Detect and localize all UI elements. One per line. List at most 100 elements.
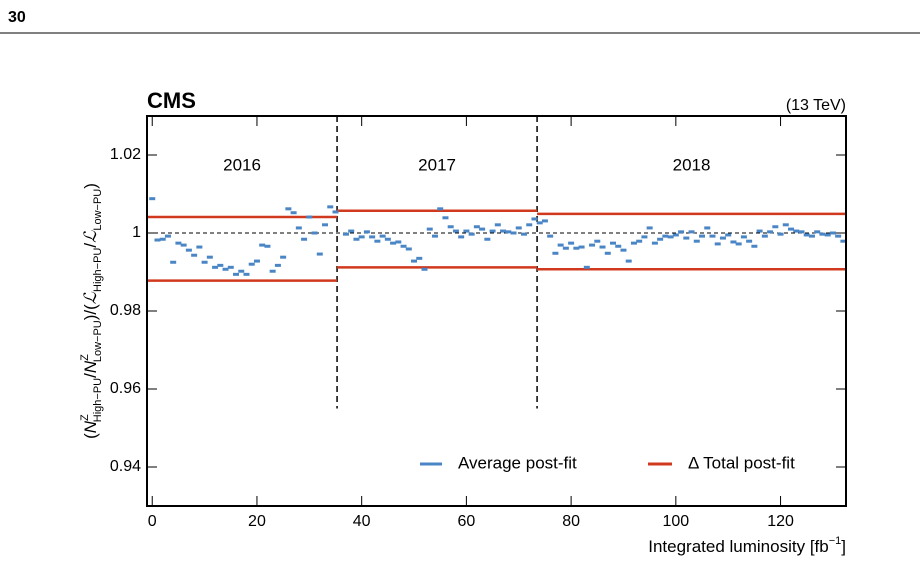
y-axis-label-part: ℒ	[81, 230, 100, 243]
data-point	[222, 267, 229, 271]
data-point	[683, 236, 690, 240]
data-point	[552, 251, 559, 255]
data-point	[557, 243, 564, 247]
data-point	[468, 232, 475, 236]
data-point	[788, 227, 795, 231]
data-point	[500, 229, 507, 233]
data-point	[416, 256, 423, 260]
year-label: 2016	[223, 155, 261, 174]
data-point	[369, 235, 376, 239]
data-point	[264, 244, 271, 248]
data-point	[599, 245, 606, 249]
x-tick-label: 60	[457, 513, 475, 530]
data-point	[604, 251, 611, 255]
data-point	[301, 237, 308, 241]
x-tick-label: 100	[662, 513, 689, 530]
y-axis-label-part: (	[81, 433, 100, 439]
data-point	[678, 230, 685, 234]
y-axis-label-part: /	[81, 243, 100, 248]
data-point	[646, 226, 653, 230]
y-axis-label-part: )/(	[81, 304, 100, 320]
data-point	[693, 239, 700, 243]
x-tick-label: 20	[248, 513, 266, 530]
data-point	[630, 241, 637, 245]
data-point	[515, 226, 522, 230]
data-point	[363, 230, 370, 234]
data-point	[395, 240, 402, 244]
y-axis-label: (NZHigh−PU/NZLow−PU)/(ℒHigh−PU/ℒLow−PU)	[79, 183, 104, 439]
data-point	[295, 226, 302, 230]
data-point	[829, 231, 836, 235]
y-axis-label-part: ℒ	[81, 291, 100, 304]
data-point	[562, 246, 569, 250]
data-point	[206, 255, 213, 259]
data-point	[583, 265, 590, 269]
data-point	[610, 241, 616, 245]
data-point	[154, 238, 161, 242]
y-axis-label-part: )	[81, 183, 100, 189]
data-point	[620, 248, 627, 252]
energy-label: (13 TeV)	[786, 97, 846, 114]
data-point	[520, 232, 527, 236]
data-point	[494, 223, 501, 227]
data-point	[657, 237, 664, 241]
x-tick-label: 0	[148, 513, 157, 530]
data-point	[306, 215, 313, 219]
data-point	[484, 237, 491, 241]
data-point	[547, 234, 554, 238]
data-point	[384, 237, 391, 241]
data-point	[311, 231, 318, 235]
x-tick-label: 120	[767, 513, 794, 530]
data-point	[473, 225, 480, 229]
data-point	[782, 223, 789, 227]
data-point	[735, 242, 742, 246]
data-point	[227, 265, 234, 269]
data-point	[201, 260, 208, 264]
data-point	[672, 233, 679, 237]
data-point	[463, 229, 470, 233]
data-point	[777, 232, 784, 236]
data-point	[437, 207, 444, 211]
data-point	[479, 227, 486, 231]
data-point	[212, 265, 219, 269]
data-point	[191, 253, 198, 257]
data-point	[431, 234, 438, 238]
y-axis-label-part: Z	[79, 414, 91, 421]
data-point	[458, 235, 465, 239]
data-point	[426, 227, 433, 231]
year-label: 2018	[673, 155, 711, 174]
page-number: 30	[8, 9, 26, 26]
data-point	[233, 272, 240, 276]
data-point	[767, 230, 774, 234]
data-point	[746, 239, 753, 243]
data-point	[358, 235, 365, 239]
data-point	[489, 229, 496, 233]
data-point	[819, 232, 826, 236]
y-axis-label-part: Low−PU	[92, 320, 104, 362]
data-point	[798, 230, 805, 234]
data-point	[625, 259, 632, 263]
data-point	[641, 235, 648, 239]
data-point	[751, 244, 758, 248]
data-point	[374, 239, 381, 243]
y-tick-label: 1.02	[110, 146, 141, 163]
data-point	[568, 241, 575, 245]
data-point	[541, 219, 548, 223]
data-point	[772, 225, 779, 229]
data-point	[793, 229, 800, 233]
data-point	[342, 232, 349, 236]
data-point	[243, 272, 250, 276]
year-label: 2017	[418, 155, 456, 174]
data-point	[348, 229, 355, 233]
y-tick-label: 1	[132, 224, 141, 241]
plot-frame	[146, 115, 847, 507]
x-axis-label: Integrated luminosity [fb−1]	[648, 535, 846, 557]
y-tick-label: 0.96	[110, 380, 141, 397]
y-tick-label: 0.98	[110, 302, 141, 319]
data-point	[159, 237, 166, 241]
data-point	[719, 236, 726, 240]
data-point	[196, 245, 203, 249]
data-point	[688, 230, 695, 234]
data-point	[651, 241, 658, 245]
